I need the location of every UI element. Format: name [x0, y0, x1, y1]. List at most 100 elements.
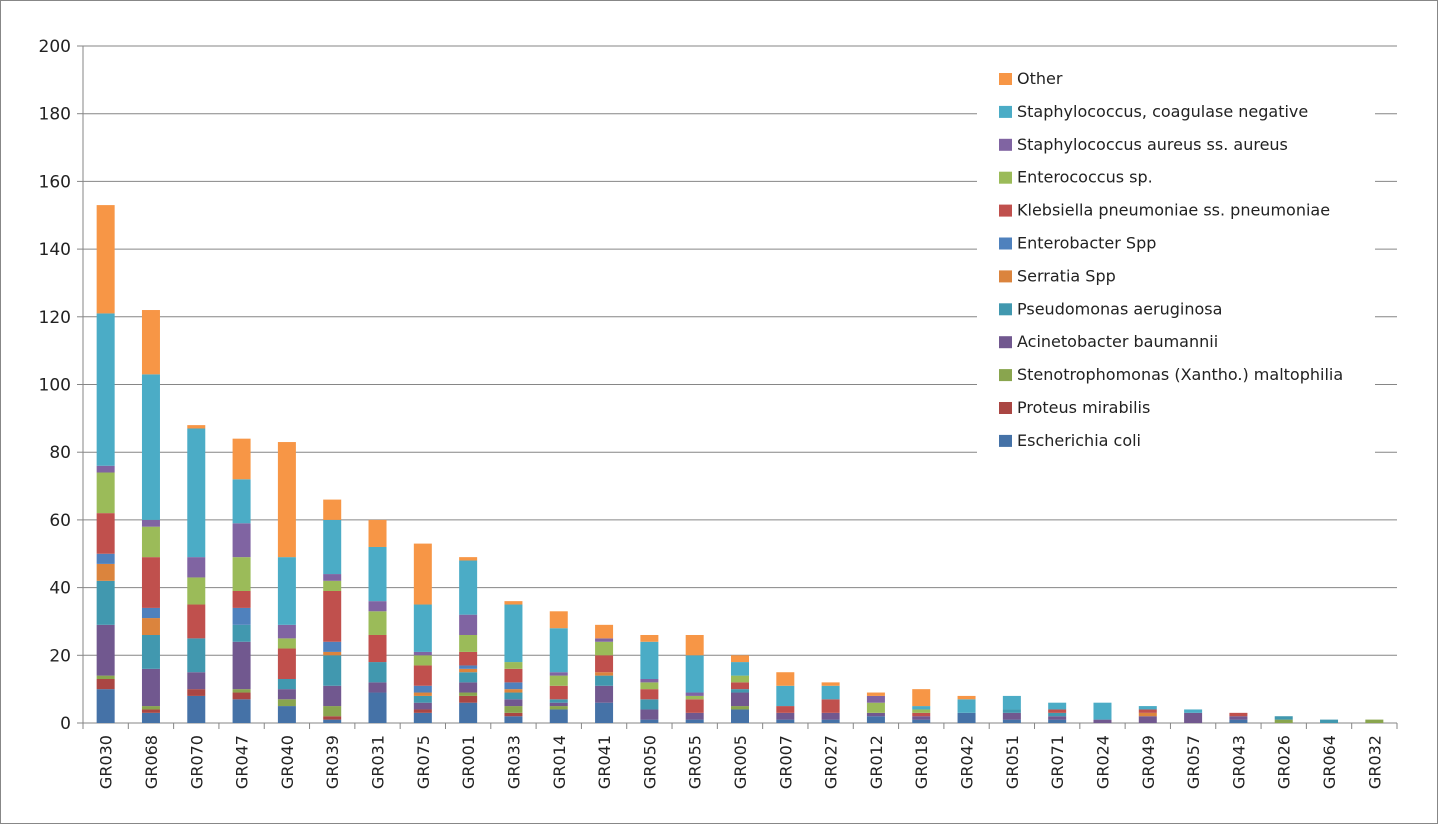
- bar-segment-gr001-s0: [459, 702, 478, 723]
- bar-segment-gr033-s1: [504, 712, 523, 717]
- bar-segment-gr039-s6: [323, 641, 342, 652]
- bar-segment-gr047-s8: [232, 557, 251, 591]
- bar-segment-gr030-s11: [96, 205, 115, 314]
- bar-segment-gr051-s3: [1002, 712, 1021, 720]
- xtick-label-gr012: GR012: [867, 735, 886, 789]
- bar-segment-gr001-s2: [459, 692, 478, 696]
- legend-item: Proteus mirabilis: [999, 398, 1150, 417]
- bar-segment-gr050-s9: [640, 678, 659, 683]
- bar-segment-gr049-s3: [1138, 716, 1157, 723]
- bar-segment-gr050-s4: [640, 699, 659, 710]
- x-tick-labels: GR030 GR068 GR070 GR047 GR040 GR039 GR031 GR075…: [97, 735, 1385, 789]
- legend-item: Staphylococcus, coagulase negative: [999, 102, 1308, 121]
- bar-segment-gr012-s0: [866, 716, 885, 723]
- bar-segment-gr030-s8: [96, 472, 115, 514]
- xtick-label-gr033: GR033: [504, 735, 523, 789]
- bar-segment-gr068-s3: [141, 668, 160, 707]
- xtick-label-gr024: GR024: [1093, 735, 1112, 789]
- bar-segment-gr032-s2: [1365, 719, 1384, 723]
- bar-segment-gr026-s2: [1274, 719, 1293, 723]
- bar-segment-gr012-s11: [866, 692, 885, 696]
- bar-segment-gr014-s0: [549, 709, 568, 723]
- xtick-label-gr018: GR018: [912, 735, 931, 789]
- bar-segment-gr070-s11: [187, 425, 206, 429]
- bar-segment-gr018-s8: [912, 709, 931, 713]
- xtick-label-gr050: GR050: [640, 735, 659, 789]
- legend-item: Acinetobacter baumannii: [999, 332, 1218, 351]
- bar-segment-gr070-s8: [187, 577, 206, 605]
- bar-segment-gr041-s3: [595, 685, 614, 703]
- bar-segment-gr055-s10: [685, 655, 704, 693]
- bar-segment-gr007-s0: [776, 719, 795, 723]
- bar-segment-gr033-s0: [504, 716, 523, 723]
- bar-segment-gr014-s9: [549, 672, 568, 676]
- bar-segment-gr075-s0: [413, 712, 432, 723]
- bar-segment-gr007-s10: [776, 685, 795, 707]
- bar-segment-gr039-s5: [323, 651, 342, 656]
- bar-segment-gr014-s3: [549, 702, 568, 707]
- xtick-label-gr030: GR030: [97, 735, 116, 789]
- bar-segment-gr005-s0: [731, 709, 749, 723]
- bar-segment-gr031-s10: [368, 546, 387, 602]
- ytick-label-0: 0: [60, 714, 71, 734]
- bar-segment-gr042-s11: [957, 695, 976, 700]
- bar-segment-gr030-s4: [96, 580, 115, 625]
- xtick-label-gr001: GR001: [459, 735, 478, 789]
- bar-segment-gr027-s3: [821, 712, 840, 720]
- legend-label: Stenotrophomonas (Xantho.) maltophilia: [1017, 365, 1343, 384]
- gridlines: [83, 45, 1397, 656]
- bar-segment-gr055-s9: [685, 692, 704, 696]
- bar-segment-gr047-s11: [232, 438, 251, 480]
- bar-segment-gr047-s6: [232, 607, 251, 625]
- xtick-label-gr075: GR075: [414, 735, 433, 789]
- bar-segment-gr027-s7: [821, 699, 840, 713]
- y-tick-labels: 0 20 40 60 80 100 120 140 160 180 200: [39, 37, 71, 734]
- xtick-label-gr071: GR071: [1048, 735, 1067, 789]
- xtick-label-gr026: GR026: [1275, 735, 1294, 789]
- bar-segment-gr047-s1: [232, 692, 251, 700]
- bar-segment-gr075-s10: [413, 604, 432, 652]
- bar-segment-gr070-s7: [187, 604, 206, 639]
- ytick-label-120: 120: [39, 308, 71, 328]
- bar-segment-gr057-s3: [1184, 712, 1203, 723]
- bar-segment-gr041-s9: [595, 638, 614, 642]
- bar-segment-gr031-s8: [368, 611, 387, 635]
- xtick-label-gr039: GR039: [323, 735, 342, 789]
- xtick-label-gr005: GR005: [731, 735, 750, 789]
- bar-segment-gr047-s10: [232, 479, 251, 524]
- bar-segment-gr055-s7: [685, 699, 704, 713]
- legend-item: Staphylococcus aureus ss. aureus: [999, 135, 1288, 154]
- xtick-label-gr070: GR070: [187, 735, 206, 789]
- bar-segment-gr007-s3: [776, 712, 795, 720]
- xtick-label-gr051: GR051: [1003, 735, 1022, 789]
- bar-segment-gr039-s8: [323, 580, 342, 591]
- bar-segment-gr047-s0: [232, 699, 251, 723]
- bar-segment-gr055-s11: [685, 634, 704, 656]
- legend-background: [977, 61, 1375, 460]
- bar-segment-gr030-s5: [96, 563, 115, 581]
- bar-segment-gr030-s7: [96, 513, 115, 554]
- bar-segment-gr051-s0: [1002, 719, 1021, 723]
- bar-segment-gr014-s11: [549, 611, 568, 629]
- bar-segment-gr039-s2: [323, 706, 342, 717]
- bar-segment-gr075-s5: [413, 692, 432, 696]
- legend-item: Pseudomonas aeruginosa: [999, 299, 1222, 318]
- xtick-label-gr064: GR064: [1320, 735, 1339, 789]
- bar-segment-gr050-s8: [640, 682, 659, 690]
- bar-segment-gr005-s7: [731, 682, 749, 690]
- legend-label: Other: [1017, 69, 1063, 88]
- bar-segment-gr068-s4: [141, 634, 160, 669]
- bar-segment-gr018-s7: [912, 712, 931, 717]
- legend-label: Staphylococcus aureus ss. aureus: [1017, 135, 1288, 154]
- ytick-label-40: 40: [49, 579, 71, 599]
- bar-segment-gr005-s11: [731, 655, 749, 663]
- ytick-label-100: 100: [39, 376, 71, 396]
- bar-segment-gr027-s0: [821, 719, 840, 723]
- ytick-label-60: 60: [49, 511, 71, 531]
- bar-segment-gr071-s7: [1048, 709, 1067, 713]
- bar-segment-gr042-s0: [957, 712, 976, 723]
- legend: Other Staphylococcus, coagulase negative S…: [977, 61, 1375, 460]
- bar-segment-gr040-s0: [277, 706, 296, 723]
- bar-segment-gr068-s9: [141, 519, 160, 527]
